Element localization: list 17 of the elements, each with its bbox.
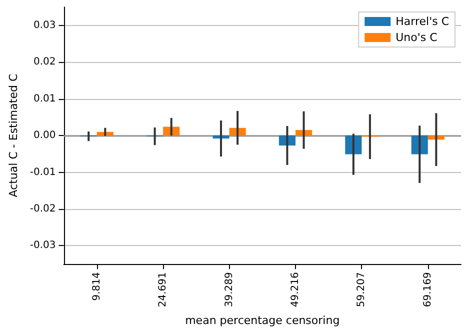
x-tick-label: 39.289 <box>224 272 235 308</box>
y-tick-label: 0.00 <box>34 130 56 142</box>
legend-label: Harrel's C <box>396 15 450 28</box>
y-tick-label: -0.02 <box>30 204 56 215</box>
y-tick-label: -0.03 <box>30 240 56 252</box>
y-axis-title: Actual C - Estimated C <box>7 74 20 198</box>
x-tick-label: 24.691 <box>158 272 169 308</box>
y-tick-label: -0.01 <box>30 166 56 178</box>
y-tick-label: 0.01 <box>34 93 56 104</box>
legend-label: Uno's C <box>396 31 438 44</box>
x-axis-title: mean percentage censoring <box>185 314 340 327</box>
y-tick-label: 0.02 <box>34 56 56 68</box>
x-tick-label: 9.814 <box>91 272 102 301</box>
y-tick-label: 0.03 <box>34 20 56 31</box>
x-tick-label: 49.216 <box>290 272 301 308</box>
x-tick-label: 59.207 <box>356 272 368 308</box>
x-tick-label: 69.169 <box>422 272 434 308</box>
